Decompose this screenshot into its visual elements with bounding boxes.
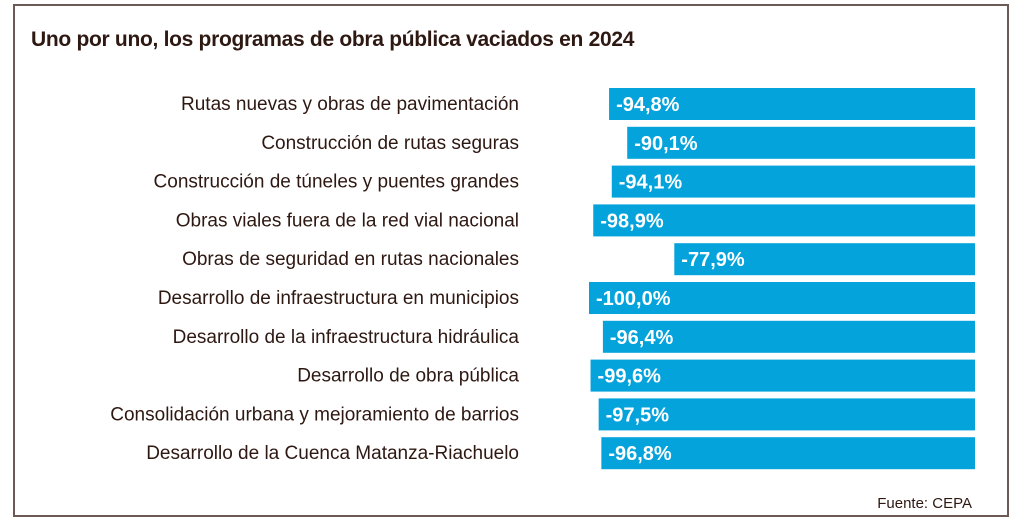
bar [590,359,975,392]
category-label: Obras viales fuera de la red vial nacion… [176,210,519,231]
category-label: Consolidación urbana y mejoramiento de b… [110,404,519,425]
source-note: Fuente: CEPA [877,495,972,512]
category-label: Rutas nuevas y obras de pavimentación [181,94,519,115]
bar-value-label: -99,6% [598,366,662,388]
bar [601,437,975,470]
bar-value-label: -77,9% [681,249,745,271]
bar-value-label: -96,8% [608,443,672,465]
bar-value-label: -94,8% [616,94,680,116]
bar-value-label: -96,4% [610,327,674,349]
chart-title: Uno por uno, los programas de obra públi… [31,28,635,51]
bar-value-label: -94,1% [619,172,683,194]
category-label: Desarrollo de la Cuenca Matanza-Riachuel… [146,443,519,464]
bar [627,126,975,159]
category-label: Desarrollo de obra pública [297,366,519,387]
bar [611,165,975,198]
bar-value-label: -97,5% [606,404,670,426]
category-label: Desarrollo de infraestructura en municip… [158,288,519,309]
bar [598,398,975,431]
bar [602,320,975,353]
category-label: Obras de seguridad en rutas nacionales [182,249,519,270]
bar-value-label: -100,0% [596,288,671,310]
bar [589,282,975,314]
bar [593,204,975,237]
category-label: Construcción de rutas seguras [261,133,519,154]
bar [674,243,975,276]
category-label: Desarrollo de la infraestructura hidrául… [173,327,520,348]
bar-value-label: -98,9% [600,210,664,232]
bar-value-label: -90,1% [634,133,698,155]
category-label: Construcción de túneles y puentes grande… [154,172,519,193]
bar [609,88,975,120]
